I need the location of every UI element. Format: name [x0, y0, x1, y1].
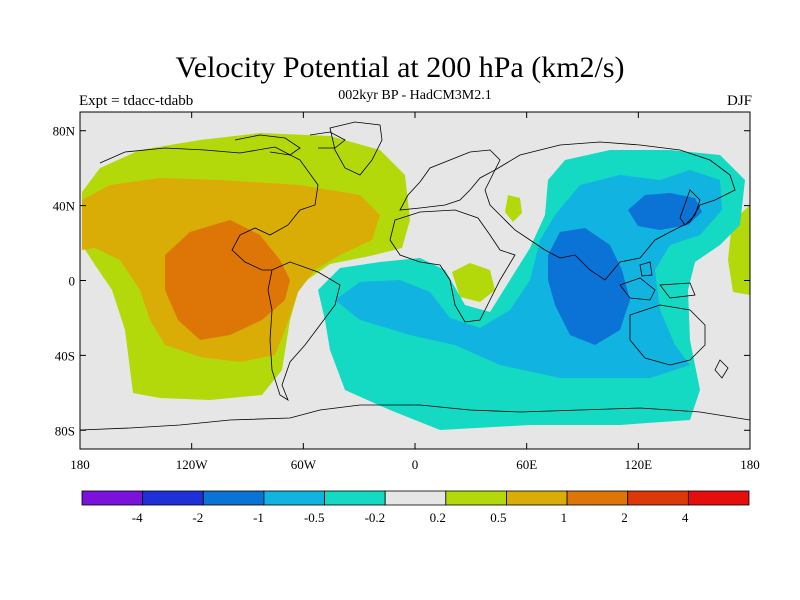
contour-fields	[82, 133, 750, 430]
contour-0.2-africa-patch	[452, 263, 495, 302]
colorbar-swatch	[324, 490, 386, 506]
colorbar-swatch	[81, 490, 144, 506]
contour-0.2-arabia-patch	[505, 195, 522, 222]
colorbar-swatch	[566, 490, 629, 506]
coastline-antarctica	[80, 404, 750, 431]
lon-tick-label: 0	[412, 457, 419, 472]
lon-tick-label: 180	[740, 457, 760, 472]
colorbar-label: -1	[253, 510, 264, 525]
coastline-north-america	[99, 146, 319, 271]
coastline-australia	[629, 304, 706, 366]
lat-tick-label: 0	[69, 274, 76, 289]
colorbar-label: 0.2	[430, 510, 446, 525]
chart-title: Velocity Potential at 200 hPa (km2/s)	[175, 51, 625, 84]
lon-tick-label: 120W	[176, 457, 209, 472]
colorbar: -4 -2 -1 -0.5 -0.2 0.2 0.5 1 2 4	[81, 490, 750, 525]
season-label: DJF	[726, 93, 752, 109]
colorbar-label: -2	[192, 510, 203, 525]
coastline-asia	[484, 141, 736, 281]
lat-tick-label: 40N	[53, 199, 76, 214]
coastline-new-zealand	[714, 359, 729, 379]
colorbar-swatch	[506, 490, 568, 506]
coastline-maritime-continent	[619, 261, 696, 301]
lat-tick-label: 40S	[55, 348, 75, 363]
colorbar-swatch	[627, 490, 689, 506]
chart-subtitle: 002kyr BP - HadCM3M2.1	[338, 88, 492, 103]
coastlines	[80, 121, 750, 431]
colorbar-label: 4	[682, 510, 689, 525]
colorbar-label: -4	[132, 510, 143, 525]
contour-1-positive	[165, 220, 290, 340]
coastline-africa	[389, 209, 516, 323]
contour-0.5-negative	[335, 170, 722, 378]
lon-tick-label: 180	[70, 457, 90, 472]
colorbar-swatch	[445, 490, 507, 506]
colorbar-swatch	[263, 490, 325, 506]
axis-ticks: 180 120W 60W 0 60E 120E 180 80N 40N 0 40S 80S	[53, 112, 760, 472]
colorbar-swatch	[384, 490, 447, 506]
colorbar-label: 0.5	[490, 510, 506, 525]
colorbar-label: -0.2	[365, 510, 386, 525]
lon-tick-label: 120E	[625, 457, 653, 472]
coastline-canada-arctic	[234, 131, 346, 156]
experiment-label: Expt = tdacc-tdabb	[79, 93, 194, 109]
contour-1-negative-japan	[628, 193, 702, 230]
colorbar-swatch	[687, 490, 750, 506]
contour-1-negative-indian	[548, 228, 630, 345]
lon-tick-label: 60E	[516, 457, 537, 472]
colorbar-label: -0.5	[304, 510, 325, 525]
coastline-japan	[679, 189, 701, 226]
coastline-greenland	[329, 121, 383, 176]
colorbar-swatch	[202, 490, 265, 506]
colorbar-label: 2	[621, 510, 628, 525]
lat-tick-label: 80N	[53, 124, 76, 139]
lon-tick-label: 60W	[291, 457, 317, 472]
coastline-south-america	[267, 261, 341, 401]
colorbar-label: 1	[561, 510, 568, 525]
colorbar-swatch	[142, 490, 204, 506]
lat-tick-label: 80S	[55, 423, 75, 438]
coastline-europe	[399, 149, 501, 211]
